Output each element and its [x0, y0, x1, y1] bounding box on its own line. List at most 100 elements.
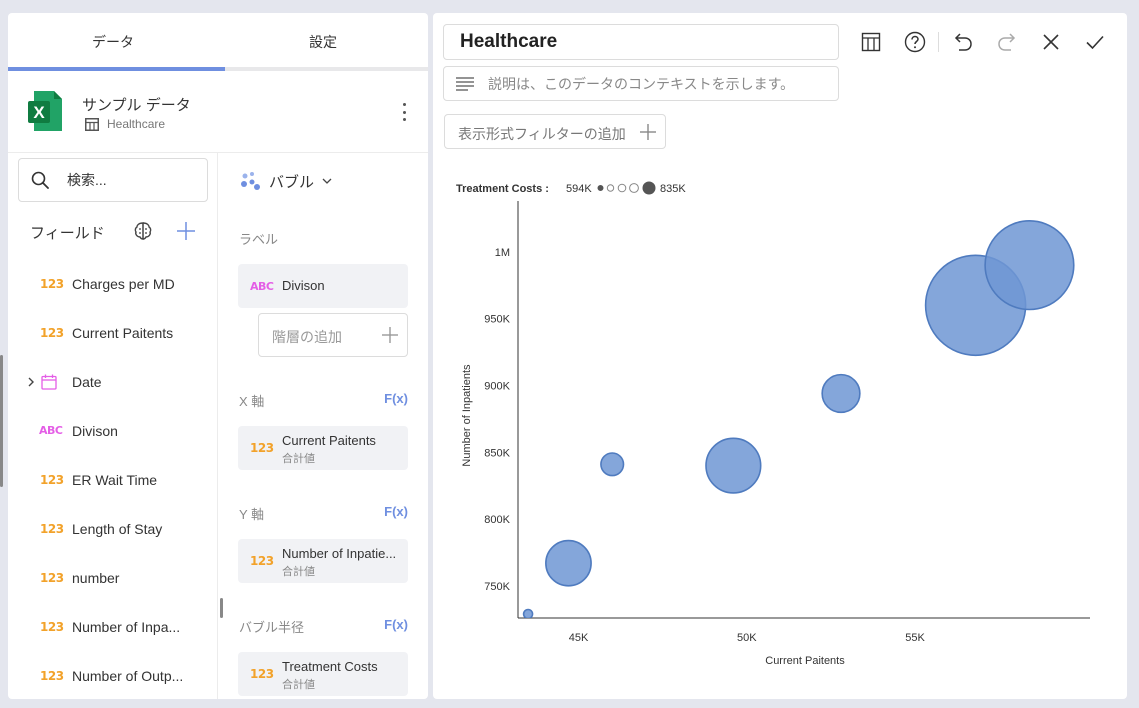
panel-tabs: データ 設定 [8, 13, 428, 71]
bubble-point [522, 608, 534, 618]
pill-field-name: Treatment Costs [282, 659, 378, 674]
check-icon[interactable] [1083, 30, 1107, 54]
source-sheet-name: Healthcare [107, 117, 166, 131]
pill-field-name: Number of Inpatie... [282, 546, 397, 561]
field-search[interactable] [18, 158, 208, 202]
field-name: Charges per MD [72, 275, 175, 292]
radius-section-title: バブル半径 [239, 620, 305, 635]
pill-field-name: Divison [282, 278, 325, 293]
add-level-button[interactable]: 階層の追加 [258, 313, 408, 357]
more-options-icon[interactable] [396, 103, 412, 121]
brain-icon[interactable] [132, 220, 154, 242]
help-icon[interactable] [903, 30, 927, 54]
search-input[interactable] [67, 172, 187, 188]
number-type-icon: 123 [40, 570, 64, 585]
number-type-icon: 123 [40, 619, 64, 634]
field-item[interactable]: 123 Number of Inpa... [8, 602, 217, 651]
visualization-label: バブル [269, 173, 315, 191]
add-filter-button[interactable]: 表示形式フィルターの追加 [444, 114, 666, 149]
tab-indicator [8, 67, 225, 71]
y-tick-label: 900K [484, 380, 510, 392]
fields-header: フィールド [30, 218, 210, 246]
number-type-icon: 123 [250, 554, 274, 568]
x-axis-section-title: X 軸 [239, 394, 265, 409]
size-legend-title: Treatment Costs : [456, 183, 549, 195]
chevron-down-icon [322, 178, 332, 184]
field-item[interactable]: 123 Charges per MD [8, 259, 217, 308]
field-list: 123 Charges per MD 123 Current Paitents … [8, 259, 217, 699]
field-name: number [72, 569, 120, 586]
description-input[interactable] [488, 75, 828, 92]
pill-aggregation: 合計値 [282, 566, 315, 578]
pill-aggregation: 合計値 [282, 453, 315, 465]
pill-field-name: Current Paitents [282, 433, 376, 448]
size-legend-dot [629, 183, 639, 193]
number-type-icon: 123 [40, 668, 64, 683]
radius-fx-button[interactable]: F(x) [384, 617, 408, 632]
add-field-icon[interactable] [176, 221, 196, 241]
size-legend-min: 594K [566, 183, 592, 195]
label-field-pill[interactable]: ABC Divison [238, 264, 408, 308]
field-item[interactable]: 123 ER Wait Time [8, 455, 217, 504]
text-type-icon: ABC [39, 424, 63, 437]
table-icon [85, 117, 99, 131]
excel-icon: X [28, 91, 62, 131]
tab-settings[interactable]: 設定 [309, 34, 337, 50]
data-source-header: X サンプル データ Healthcare [8, 71, 428, 153]
add-filter-label: 表示形式フィルターの追加 [458, 126, 626, 142]
redo-icon[interactable] [995, 30, 1019, 54]
source-title: サンプル データ [82, 97, 191, 114]
y-axis-fx-button[interactable]: F(x) [384, 504, 408, 519]
number-type-icon: 123 [40, 521, 64, 536]
field-item[interactable]: 123 Length of Stay [8, 504, 217, 553]
calendar-icon [41, 374, 57, 390]
description-field[interactable] [443, 66, 839, 101]
visualization-selector[interactable]: バブル [239, 170, 332, 192]
y-tick-label: 950K [484, 314, 510, 326]
radius-field-pill[interactable]: 123 Treatment Costs 合計値 [238, 652, 408, 696]
bubble-point [705, 437, 762, 494]
field-name: Number of Inpa... [72, 618, 181, 635]
number-type-icon: 123 [40, 472, 64, 487]
fields-label: フィールド [30, 224, 105, 242]
y-tick-label: 800K [484, 514, 510, 526]
description-lines-icon [456, 76, 474, 91]
number-type-icon: 123 [40, 276, 64, 291]
field-item[interactable]: 123 number [8, 553, 217, 602]
bubble-point [600, 452, 625, 477]
field-name: Length of Stay [72, 520, 163, 537]
text-type-icon: ABC [250, 280, 274, 293]
number-type-icon: 123 [250, 667, 274, 681]
x-axis-fx-button[interactable]: F(x) [384, 391, 408, 406]
x-axis-field-pill[interactable]: 123 Current Paitents 合計値 [238, 426, 408, 470]
field-item[interactable]: 123 Number of Outp... [8, 651, 217, 699]
data-panel: データ 設定 X サンプル データ Healthcare [8, 13, 428, 699]
grid-icon[interactable] [859, 30, 883, 54]
x-tick-label: 50K [737, 632, 757, 644]
x-axis-title: Current Paitents [765, 655, 845, 667]
field-item[interactable]: Date [8, 357, 217, 406]
bubble-point [984, 220, 1075, 311]
panel-scrollbar[interactable] [0, 355, 3, 487]
size-legend-dot [606, 184, 615, 192]
bubble-point [545, 539, 592, 587]
size-legend-dot [617, 183, 627, 193]
svg-text:X: X [33, 103, 45, 122]
column-resize-handle[interactable] [220, 598, 223, 618]
pill-aggregation: 合計値 [282, 679, 315, 691]
tab-data[interactable]: データ [92, 34, 134, 50]
field-name: Date [72, 373, 102, 390]
undo-icon[interactable] [951, 30, 975, 54]
field-name: Divison [72, 422, 118, 439]
field-item[interactable]: ABC Divison [8, 406, 217, 455]
visualization-title-input[interactable] [443, 24, 839, 60]
field-name: Number of Outp... [72, 667, 184, 684]
close-icon[interactable] [1039, 30, 1063, 54]
size-legend-dot [597, 185, 604, 191]
chevron-right-icon[interactable] [26, 377, 36, 387]
y-axis-field-pill[interactable]: 123 Number of Inpatie... 合計値 [238, 539, 408, 583]
add-level-label: 階層の追加 [272, 329, 342, 345]
fields-column: フィールド 123 Charges per MD 123 Current Pai… [8, 153, 223, 699]
visualization-editor: 表示形式フィルターの追加 Treatment Costs : 594K 835K 75… [433, 13, 1127, 699]
field-item[interactable]: 123 Current Paitents [8, 308, 217, 357]
